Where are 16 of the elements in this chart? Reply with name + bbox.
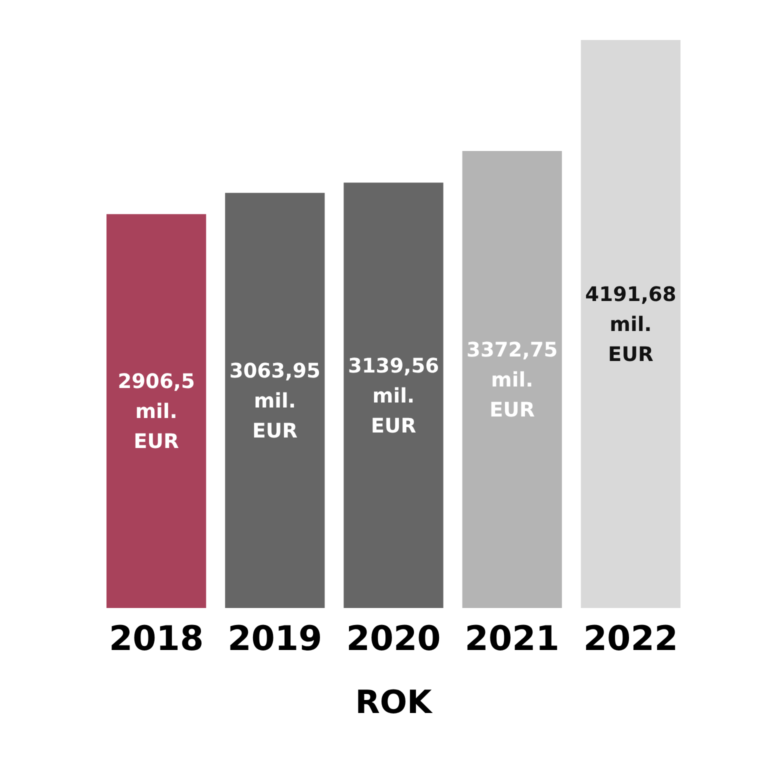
bar [225, 192, 325, 608]
data-label: 4191,68 mil. EUR [585, 282, 676, 366]
x-tick-label: 2022 [583, 619, 678, 659]
data-label: 3372,75 mil. EUR [466, 337, 558, 422]
data-label: 2906,5 mil. EUR [118, 369, 195, 454]
x-tick-label: 2021 [464, 619, 560, 659]
bar [580, 40, 681, 608]
x-axis-title: ROK [355, 683, 434, 721]
data-label: 3063,95 mil. EUR [229, 358, 320, 442]
bar [106, 214, 206, 608]
x-tick-label: 2020 [346, 619, 441, 659]
data-label: 3139,56 mil. EUR [348, 353, 440, 438]
bar [462, 150, 562, 608]
x-tick-label: 2019 [228, 619, 322, 659]
x-tick-label: 2018 [108, 619, 204, 659]
bar [344, 182, 444, 608]
